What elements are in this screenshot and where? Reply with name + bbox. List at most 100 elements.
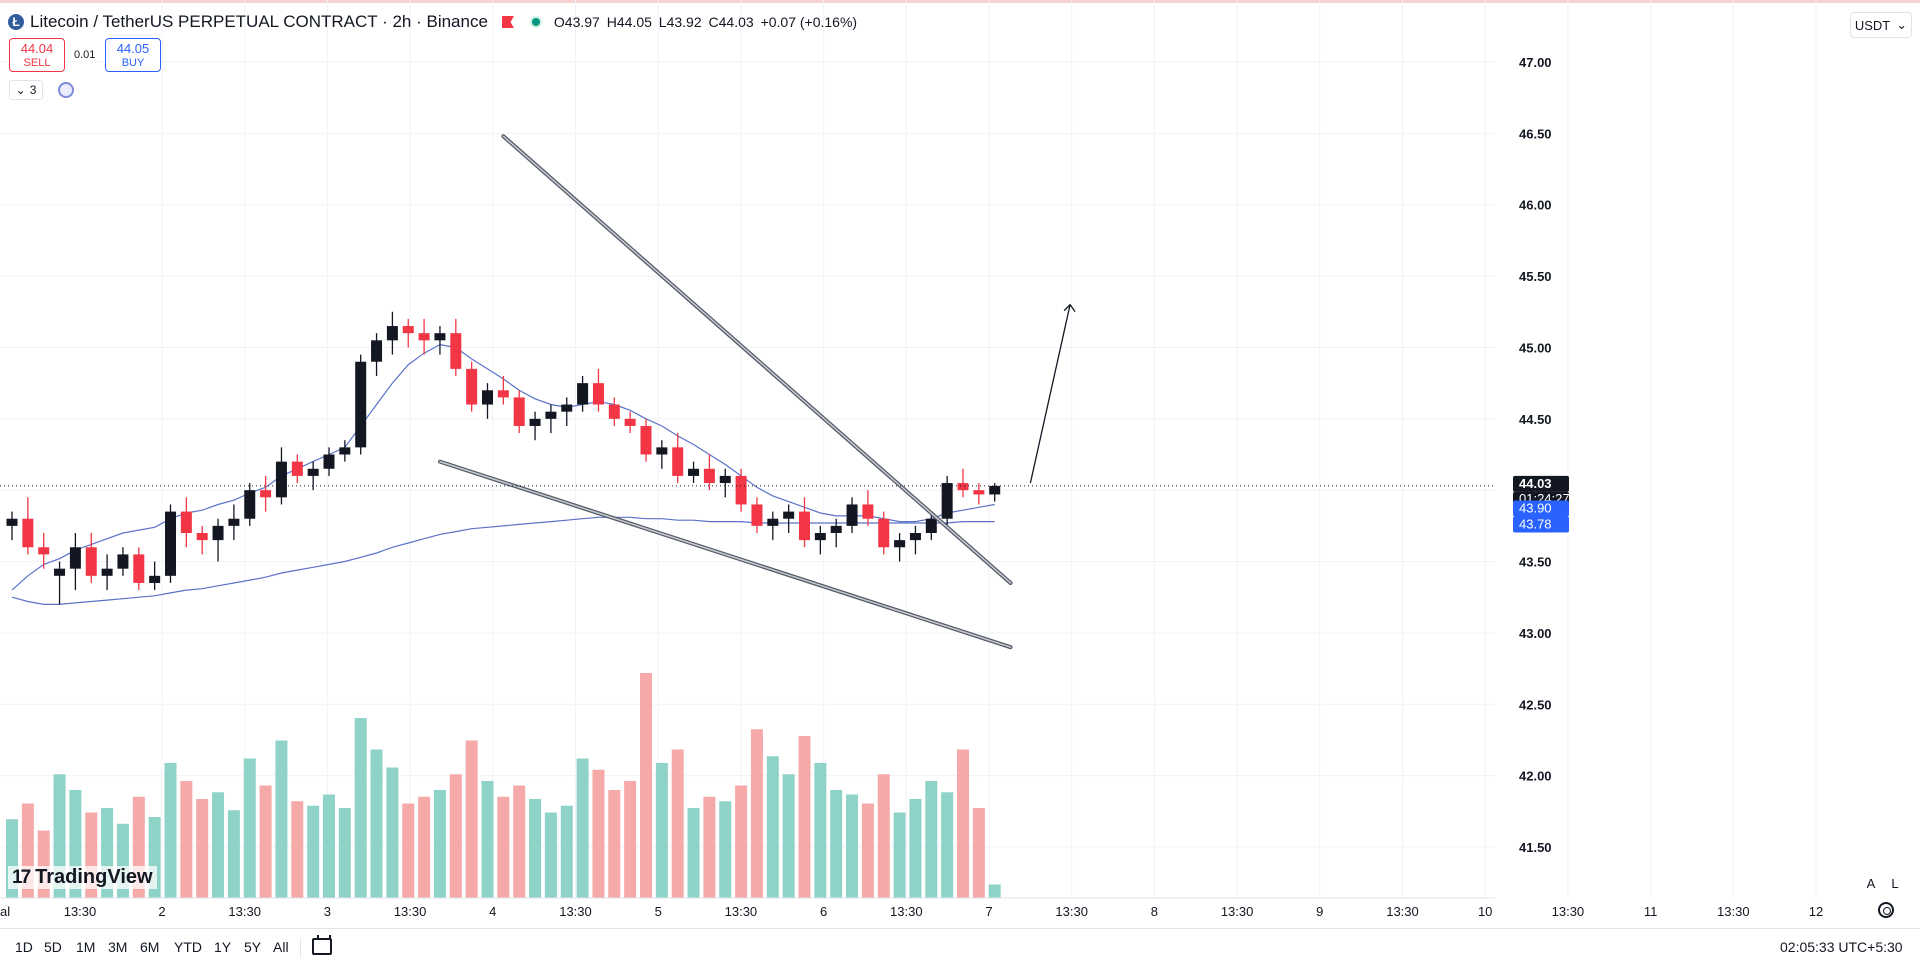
candle-body [180,511,192,533]
range-ytd[interactable]: YTD [174,939,202,955]
ma-fast-label-bg [1513,500,1569,517]
log-scale-button[interactable]: L [1884,872,1906,894]
ma-fast-label: 43.90 [1519,500,1552,515]
volume-bar [386,767,399,898]
time-tick-label: 10 [1478,904,1492,919]
volume-bar [576,758,589,898]
candle-body [339,447,351,455]
candle-body [291,461,303,476]
time-tick-label: 4 [489,904,496,919]
candle-body [101,568,113,576]
volume-bar [465,740,478,898]
volume-bar [592,769,605,898]
utc-clock[interactable]: 02:05:33 UTC+5:30 [1780,939,1903,955]
candle-body [767,518,779,526]
price-tick-label: 43.50 [1519,555,1552,570]
volume-bar [164,763,177,898]
range-all[interactable]: All [273,939,289,955]
settings-gear-icon[interactable] [1878,902,1894,918]
time-tick-label: 13:30 [1386,904,1419,919]
volume-bar [433,790,446,898]
currency-selector[interactable]: USDT ⌄ [1850,12,1912,38]
range-1m[interactable]: 1M [76,939,96,955]
time-tick-label: 13:30 [64,904,97,919]
tradingview-logo-icon: 17 [12,866,31,888]
candle-body [450,333,462,369]
volume-bar [307,805,320,898]
candle-body [386,326,398,341]
candle-body [545,411,557,419]
sell-price: 44.04 [20,41,54,56]
volume-bar [354,718,367,898]
price-tick-label: 42.00 [1519,769,1552,784]
symbol-legend: Ł Litecoin / TetherUS PERPETUAL CONTRACT… [8,12,860,32]
time-tick-label: 11 [1644,904,1658,919]
candle-body [212,525,224,541]
ma-slow-label-bg [1513,516,1569,533]
sell-button[interactable]: 44.04 SELL [9,38,65,72]
market-status-icon [529,16,542,28]
indicators-count: 3 [29,83,37,97]
price-tick-label: 44.50 [1519,412,1552,427]
chevron-down-icon: ⌄ [15,83,26,97]
volume-bar [640,673,652,898]
candle-body [624,418,636,426]
volume-bar [687,808,700,898]
auto-scale-button[interactable]: A [1860,872,1882,894]
volume-bar [608,790,621,898]
candle-body [846,504,858,526]
volume-bar [497,796,510,898]
range-3m[interactable]: 3M [108,939,128,955]
candle-body [85,547,97,576]
bottom-toolbar: 1D 5D 1M 3M 6M YTD 1Y 5Y All 02:05:33 UT… [0,928,1920,965]
tradingview-logo[interactable]: 17 TradingView [8,866,157,889]
volume-bar [782,774,795,898]
range-1d[interactable]: 1D [15,939,33,955]
range-5d[interactable]: 5D [44,939,62,955]
volume-bar [798,736,811,898]
volume-bar [925,781,938,898]
calendar-icon[interactable] [312,935,332,955]
candle-body [497,390,509,398]
litecoin-icon: Ł [8,14,24,30]
candle-body [307,468,319,476]
chart-grid [0,0,1817,898]
tradingview-logo-text: TradingView [35,866,153,888]
candle-body [275,461,287,498]
volume-bar [972,808,985,898]
refresh-icon[interactable] [58,82,74,98]
candle-body [957,483,969,491]
candle-body [862,504,874,519]
price-chart[interactable]: 47.0046.5046.0045.5045.0044.5044.0043.50… [0,0,1920,928]
range-1y[interactable]: 1Y [214,939,232,955]
volume-bar [719,801,732,898]
flag-icon[interactable] [501,16,514,28]
volume-bar [212,792,225,898]
volume-bar [735,785,748,898]
volume-bar [988,884,1001,898]
time-tick-label: 13:30 [1552,904,1585,919]
price-tick-label: 47.00 [1519,55,1552,70]
volume-bar [370,749,383,898]
candle-body [894,540,906,548]
toolbar-divider [300,939,301,957]
ma-slow-line [11,516,995,605]
candle-body [719,475,731,484]
buy-button[interactable]: 44.05 BUY [105,38,161,72]
time-tick-label: 13:30 [725,904,758,919]
range-5y[interactable]: 5Y [244,939,262,955]
candle-body [830,525,842,533]
volume-bar [291,801,304,898]
symbol-title[interactable]: Litecoin / TetherUS PERPETUAL CONTRACT ·… [30,12,488,31]
volume-bar [243,758,256,898]
candle-body [260,490,272,498]
drawings [0,134,1495,650]
ohlc-open: O43.97 [553,14,600,30]
time-tick-label: 12 [1809,904,1823,919]
indicators-toggle-button[interactable]: ⌄ 3 [9,80,43,100]
volume-bar [671,749,684,898]
range-6m[interactable]: 6M [140,939,160,955]
volume-bar [941,792,954,898]
time-tick-label: al [0,904,10,919]
top-accent-line [0,0,1920,3]
